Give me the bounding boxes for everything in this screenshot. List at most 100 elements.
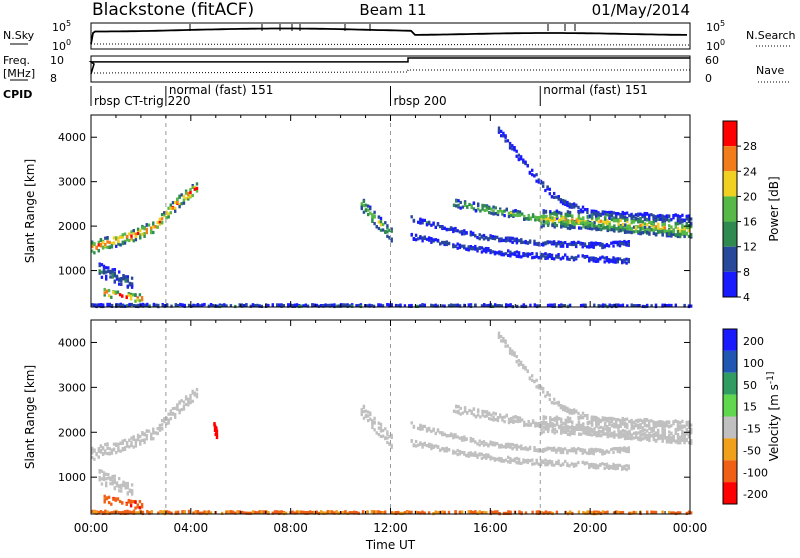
power-cell	[139, 235, 142, 239]
velocity-cell	[139, 439, 142, 443]
velocity-cell	[522, 447, 525, 451]
power-cell	[561, 241, 565, 245]
power-cell	[121, 235, 124, 239]
power-cell	[102, 271, 106, 275]
velocity-cell	[107, 472, 110, 477]
velocity-cell	[621, 467, 624, 471]
power-cell	[582, 222, 585, 226]
velocity-cell	[676, 511, 680, 515]
power-cell	[184, 189, 188, 193]
velocity-cell	[566, 416, 570, 420]
velocity-cell	[590, 417, 593, 421]
velocity-cell	[630, 418, 633, 422]
velocity-cell	[456, 435, 459, 439]
power-cell	[499, 209, 502, 213]
velocity-cell	[463, 409, 467, 413]
power-cell	[687, 234, 691, 238]
power-cell	[425, 237, 429, 241]
velocity-cell	[619, 431, 622, 435]
power-cell	[608, 214, 611, 218]
velocity-cell	[496, 442, 499, 446]
power-cell	[122, 277, 125, 281]
velocity-cell	[546, 459, 549, 464]
velocity-cell	[641, 419, 644, 423]
velocity-cell	[128, 445, 131, 449]
velocity-cell	[599, 433, 603, 437]
power-cell	[397, 304, 400, 308]
velocity-cell	[371, 425, 374, 430]
velocity-cell	[585, 461, 589, 465]
velocity-cell	[593, 427, 596, 431]
power-cell	[507, 238, 510, 242]
power-cell	[582, 220, 585, 224]
power-cell	[687, 229, 691, 233]
velocity-cell	[610, 419, 614, 423]
velocity-cell	[542, 459, 545, 463]
power-cell	[114, 290, 117, 294]
power-cell	[588, 242, 591, 246]
velocity-cell	[536, 422, 539, 426]
velocity-cell	[535, 385, 538, 389]
power-cell	[564, 201, 567, 205]
velocity-cell	[557, 424, 561, 428]
power-cell	[519, 155, 523, 159]
freq-left-tick-top: 10	[50, 54, 64, 67]
power-cell	[474, 209, 478, 213]
velocity-cell	[595, 415, 598, 420]
power-cell	[474, 247, 477, 251]
power-cell	[458, 230, 462, 234]
power-cell	[138, 293, 142, 297]
power-cell	[545, 219, 548, 223]
velocity-cell	[670, 440, 673, 444]
power-cell	[542, 216, 545, 220]
power-cell	[169, 203, 172, 207]
velocity-cell	[621, 433, 625, 437]
velocity-cell	[104, 449, 107, 453]
velocity-cell	[652, 438, 655, 442]
power-cell	[105, 274, 108, 278]
power-cell	[595, 215, 598, 219]
power-cell	[390, 303, 393, 307]
velocity-cell	[390, 511, 393, 515]
velocity-cell	[687, 425, 691, 430]
velocity-cell	[381, 511, 385, 515]
power-cell	[120, 282, 123, 286]
velocity-cell	[130, 492, 134, 496]
velocity-cell	[371, 419, 374, 423]
power-cell	[505, 303, 508, 307]
power-cell	[612, 216, 616, 220]
velocity-cell	[557, 403, 560, 407]
xtick-label-0: 00:00	[74, 521, 109, 535]
xtick-label-3: 12:00	[373, 521, 408, 535]
velocity-cell	[581, 451, 584, 455]
power-cell	[130, 236, 133, 240]
power-cell	[570, 241, 573, 245]
power-cell	[140, 298, 144, 302]
velocity-cell	[273, 511, 277, 515]
power-cell	[560, 304, 563, 308]
power-cell	[600, 223, 603, 227]
power-cell	[452, 203, 456, 207]
power-cell	[145, 231, 148, 235]
power-cell	[542, 214, 545, 218]
power-cell	[390, 239, 393, 243]
velocity-cell	[619, 424, 622, 428]
velocity-cell	[575, 451, 578, 455]
power-cell	[99, 303, 103, 307]
velocity-cell	[618, 448, 622, 452]
velocity-cell	[436, 429, 440, 433]
power-cell	[601, 212, 604, 216]
power-cell	[443, 226, 446, 230]
power-cell	[535, 179, 538, 183]
velocity-cell	[590, 464, 593, 468]
velocity-cell	[566, 451, 569, 455]
velocity-cell	[105, 496, 109, 500]
power-cell	[474, 303, 477, 307]
power-cell	[119, 304, 122, 308]
power-cell	[110, 242, 114, 246]
velocity-cell	[681, 430, 684, 434]
power-cell	[679, 233, 682, 237]
power-cell	[581, 205, 585, 209]
velocity-cell	[648, 419, 651, 423]
velocity-cell	[604, 511, 607, 515]
